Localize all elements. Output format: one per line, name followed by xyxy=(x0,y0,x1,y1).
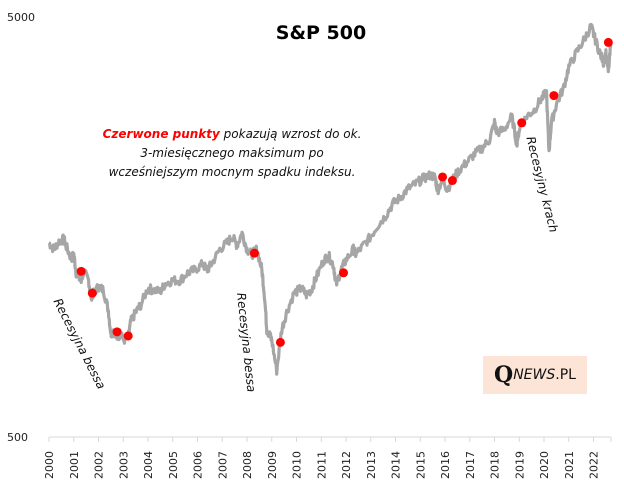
recovery-marker xyxy=(87,288,97,298)
logo-pl: .PL xyxy=(555,367,576,383)
x-tick-label: 2018 xyxy=(489,451,502,479)
x-tick-label: 2020 xyxy=(538,451,551,479)
recovery-marker xyxy=(438,172,448,182)
recovery-marker xyxy=(339,268,349,278)
note-highlight: Czerwone punkty xyxy=(102,127,220,141)
x-tick-label: 2019 xyxy=(513,451,526,479)
note-line3: wcześniejszym mocnym spadku indeksu. xyxy=(108,165,356,179)
logo-news: NEWS xyxy=(513,367,556,383)
y-axis: 5000 500 xyxy=(7,11,35,444)
y-tick-label: 5000 xyxy=(7,11,35,24)
x-tick-label: 2014 xyxy=(390,451,403,479)
recovery-marker xyxy=(249,248,259,258)
x-tick-label: 2005 xyxy=(167,451,180,479)
x-tick-label: 2021 xyxy=(563,451,576,479)
recovery-marker xyxy=(275,337,285,347)
logo-q: Q xyxy=(494,362,514,388)
note-line1: pokazują wzrost do ok. xyxy=(219,127,362,141)
chart-title: S&P 500 xyxy=(275,22,367,44)
recovery-marker xyxy=(123,331,133,341)
y-tick-label: 500 xyxy=(7,431,28,444)
markers-layer xyxy=(76,37,613,347)
qnews-logo: Q NEWS .PL xyxy=(483,356,587,394)
x-tick-label: 2012 xyxy=(340,451,353,479)
recovery-marker xyxy=(549,91,559,101)
chart-note: Czerwone punkty pokazują wzrost do ok. 3… xyxy=(82,125,382,182)
x-tick-label: 2011 xyxy=(315,451,328,479)
x-tick-label: 2004 xyxy=(142,451,155,479)
recovery-marker xyxy=(517,118,527,128)
x-tick-label: 2003 xyxy=(117,451,130,479)
x-tick-label: 2007 xyxy=(216,451,229,479)
recovery-marker xyxy=(447,176,457,186)
x-tick-label: 2006 xyxy=(192,451,205,479)
recovery-marker xyxy=(112,327,122,337)
x-tick-label: 2000 xyxy=(43,451,56,479)
x-tick-label: 2001 xyxy=(68,451,81,479)
x-tick-label: 2009 xyxy=(266,451,279,479)
x-tick-label: 2002 xyxy=(93,451,106,479)
x-tick-label: 2017 xyxy=(464,451,477,479)
x-tick-label: 2010 xyxy=(291,451,304,479)
x-axis: 2000 2001 2002 2003 2004 2005 2006 2007 2008 2009… xyxy=(43,436,612,479)
x-tick-label: 2015 xyxy=(414,451,427,479)
x-tick-label: 2008 xyxy=(241,451,254,479)
recovery-marker xyxy=(76,266,86,276)
note-line2: 3-miesięcznego maksimum po xyxy=(140,146,324,160)
x-tick-label: 2013 xyxy=(365,451,378,479)
series-layer xyxy=(47,22,613,376)
recovery-marker xyxy=(603,37,613,47)
x-tick-label: 2016 xyxy=(439,451,452,479)
x-tick-label: 2022 xyxy=(588,451,601,479)
series-line-sp500 xyxy=(47,22,613,376)
